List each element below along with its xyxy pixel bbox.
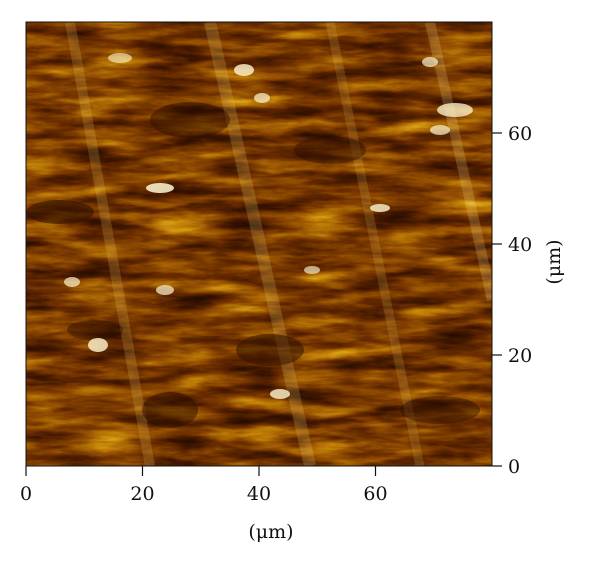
afm-height-image	[26, 22, 492, 466]
x-tick-label: 0	[20, 483, 32, 505]
x-axis-title: (μm)	[248, 521, 293, 543]
y-axis-title: (μm)	[543, 239, 565, 284]
y-tick-label: 20	[508, 345, 532, 367]
dark-patches	[26, 102, 480, 428]
x-tick-label: 20	[130, 483, 154, 505]
y-axis: 0 20 40 60	[492, 123, 532, 478]
bright-spots	[64, 53, 473, 399]
x-tick-label: 60	[363, 483, 387, 505]
y-tick-label: 60	[508, 123, 532, 145]
diagonal-ridges	[65, 22, 492, 466]
x-tick-label: 40	[247, 483, 271, 505]
x-axis: 0 20 40 60	[20, 466, 388, 505]
y-tick-label: 0	[508, 456, 520, 478]
y-tick-label: 40	[508, 234, 532, 256]
scan-lines	[26, 39, 492, 443]
